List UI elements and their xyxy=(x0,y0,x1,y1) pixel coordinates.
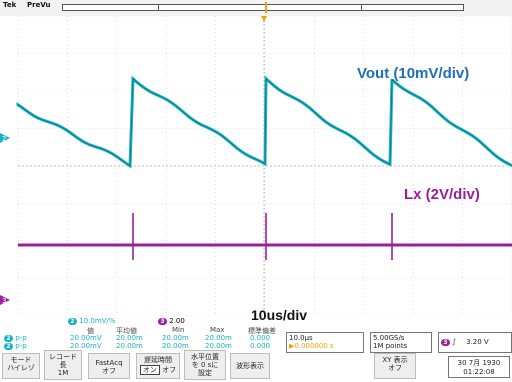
meas-header-stddev: 標準偏差 xyxy=(248,327,276,335)
meas-header-min: Min xyxy=(172,326,185,334)
center-crosshair xyxy=(18,16,512,316)
ch3-spikes xyxy=(132,213,393,260)
trigger-source: 3 xyxy=(441,338,450,346)
ch3-scale: 2.00 xyxy=(169,317,185,325)
sample-rate: 5.00GS/s xyxy=(373,334,405,342)
meas-header-mean: 平均値 xyxy=(116,327,137,335)
ch2-ground-marker[interactable]: 2 xyxy=(0,133,10,143)
horizontal-delay: ▶0.000000 s xyxy=(289,342,334,350)
meas-row-badge: 2 xyxy=(4,342,13,350)
record-position-bar[interactable] xyxy=(62,2,464,13)
record-window-left xyxy=(158,5,159,10)
meas-cell: 20.00m xyxy=(116,334,143,342)
delay-label: 遅延時間 xyxy=(144,356,172,364)
timebase-value: 10.0μs xyxy=(289,334,313,342)
trigger-position-marker xyxy=(265,2,267,13)
top-status-bar: Tek PreVu xyxy=(0,0,512,16)
ch2-scale-readout[interactable]: 2 10.0mV/% xyxy=(68,317,115,325)
waveform-display[interactable]: 2 3 xyxy=(0,16,512,316)
meas-cell: 20.00m xyxy=(116,342,143,350)
trigger-level: 3.20 V xyxy=(466,338,489,346)
meas-cell: 20.00mV xyxy=(70,342,102,350)
ch2-marker-label: 2 xyxy=(2,135,6,143)
meas-cell: 20.00m xyxy=(162,342,189,350)
datetime-display: 30 7月 1930 01:22:08 xyxy=(448,356,510,378)
horizontal-readout[interactable]: 10.0μs ▶0.000000 s xyxy=(286,332,364,353)
meas-header-max: Max xyxy=(210,326,225,334)
ch2-waveform-core xyxy=(17,77,512,167)
acquisition-readout[interactable]: 5.00GS/s 1M points xyxy=(370,332,432,353)
ch2-badge: 2 xyxy=(68,317,77,325)
meas-header-value: 値 xyxy=(87,327,94,335)
delay-on-option[interactable]: オン xyxy=(139,365,160,375)
time-label: 01:22:08 xyxy=(463,368,495,376)
record-length-button[interactable]: レコード 長 1M xyxy=(44,350,82,380)
record-window-right xyxy=(361,5,362,10)
lx-annotation: Lx (2V/div) xyxy=(404,186,480,203)
vout-annotation: Vout (10mV/div) xyxy=(357,65,470,82)
meas-cell: 20.00m xyxy=(205,342,232,350)
trigger-slope-icon: ∫ xyxy=(452,338,456,346)
ch3-marker-label: 3 xyxy=(2,297,6,305)
meas-row-label: p-p xyxy=(15,342,27,350)
meas-cell: 0.000 xyxy=(250,342,271,350)
meas-row-label: p-p xyxy=(15,334,27,342)
record-points: 1M points xyxy=(373,342,408,350)
ch3-ground-marker[interactable]: 3 xyxy=(0,295,10,305)
meas-row-1[interactable]: 2 p-p xyxy=(4,334,27,342)
waveform-display-button[interactable]: 波形表示 xyxy=(230,353,270,379)
meas-cell: 20.00mV xyxy=(70,334,102,342)
meas-cell: 20.00m xyxy=(205,334,232,342)
timebase-annotation: 10us/div xyxy=(251,307,308,323)
acquisition-status: PreVu xyxy=(27,1,51,9)
meas-row-badge: 2 xyxy=(4,334,13,342)
ch2-scale: 10.0mV/% xyxy=(79,317,116,325)
fastacq-button[interactable]: FastAcq オフ xyxy=(88,353,130,379)
meas-row-2[interactable]: 2 p-p xyxy=(4,342,27,350)
xy-display-button[interactable]: XY 表示 オフ xyxy=(374,353,416,379)
set-horizontal-position-button[interactable]: 水平位置 を 0 sに 設定 xyxy=(184,350,226,380)
date-label: 30 7月 1930 xyxy=(457,359,501,367)
mode-button[interactable]: モード ハイレゾ xyxy=(2,353,40,379)
meas-cell: 20.00m xyxy=(162,334,189,342)
delay-off-option[interactable]: オフ xyxy=(162,366,177,374)
brand-label: Tek xyxy=(3,1,17,9)
ch3-scale-readout[interactable]: 3 2.00 xyxy=(158,317,185,325)
meas-cell: 0.000 xyxy=(250,334,271,342)
ch3-badge: 3 xyxy=(158,317,167,325)
trigger-readout[interactable]: 3 ∫ 3.20 V xyxy=(438,332,512,353)
delay-button[interactable]: 遅延時間 オン オフ xyxy=(136,353,180,379)
